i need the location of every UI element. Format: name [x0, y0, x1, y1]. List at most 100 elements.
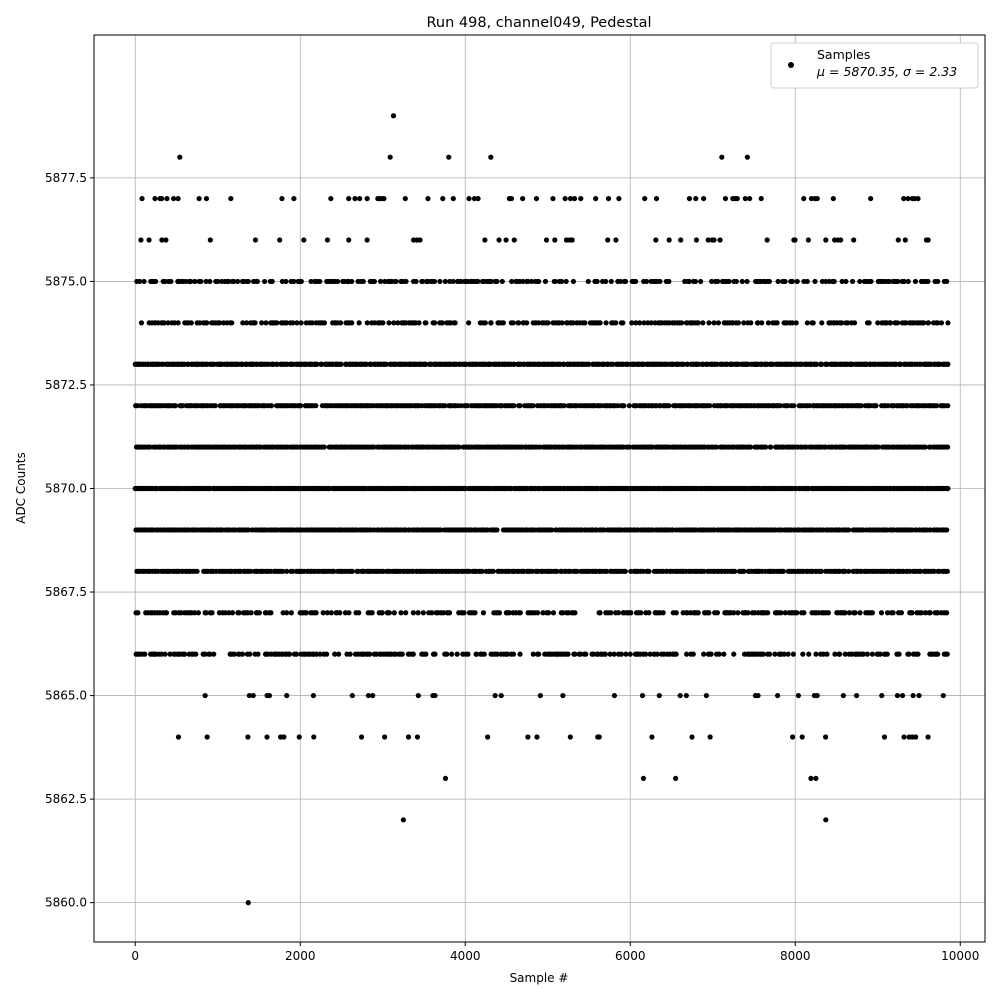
- sample-dot: [168, 278, 174, 285]
- sample-dot: [511, 403, 517, 409]
- sample-dot: [615, 610, 622, 616]
- sample-dot: [475, 195, 481, 202]
- sample-dot: [938, 320, 945, 326]
- sample-dot: [324, 651, 330, 657]
- sample-dot: [794, 278, 800, 285]
- sample-dot: [823, 278, 829, 285]
- sample-dot: [608, 610, 614, 616]
- sample-dot: [915, 195, 921, 202]
- sample-dot: [365, 692, 372, 699]
- sample-dot: [196, 195, 202, 202]
- sample-dot: [778, 610, 784, 616]
- sample-dot: [358, 734, 365, 740]
- sample-dot: [245, 734, 251, 740]
- legend: Samples μ = 5870.35, σ = 2.33: [770, 42, 979, 89]
- sample-dot: [393, 278, 399, 285]
- sample-dot: [245, 527, 251, 533]
- sample-dot: [686, 195, 693, 202]
- sample-dot: [747, 195, 753, 202]
- sample-dot: [245, 278, 251, 285]
- sample-dot: [684, 361, 691, 367]
- y-tick-label: 5860.0: [45, 896, 87, 910]
- sample-dot: [613, 237, 619, 243]
- sample-dot: [280, 568, 286, 574]
- sample-dot: [226, 278, 232, 285]
- sample-dot: [819, 320, 825, 326]
- sample-dot: [440, 195, 446, 202]
- sample-dot: [945, 320, 951, 326]
- sample-dot: [525, 734, 531, 740]
- sample-dot: [349, 320, 355, 326]
- data-point: [813, 775, 819, 782]
- sample-dot: [465, 651, 471, 657]
- sample-dot: [818, 568, 825, 574]
- sample-dot: [898, 610, 904, 616]
- sample-dot: [613, 320, 619, 326]
- sample-dot: [875, 320, 881, 326]
- sample-dot: [653, 237, 659, 243]
- sample-dot: [860, 651, 867, 657]
- sample-dot: [944, 444, 951, 450]
- sample-dot: [545, 320, 551, 326]
- sample-dot: [638, 610, 644, 616]
- sample-dot: [823, 734, 829, 740]
- sample-dot: [801, 195, 807, 202]
- sample-dot: [525, 278, 531, 285]
- sample-dot: [458, 403, 464, 409]
- sample-dot: [890, 610, 896, 616]
- sample-dot: [437, 278, 443, 285]
- sample-dot: [611, 692, 618, 699]
- sample-dot: [391, 610, 397, 616]
- sample-dot: [317, 651, 323, 657]
- sample-dot: [706, 320, 712, 326]
- y-tick-label: 5862.5: [45, 792, 87, 806]
- sample-dot: [466, 320, 472, 326]
- sample-dot: [313, 610, 319, 616]
- sample-dot: [857, 278, 863, 285]
- sample-dot: [484, 734, 491, 740]
- sample-dot: [381, 195, 387, 202]
- sample-dot: [403, 278, 409, 285]
- data-point: [823, 817, 829, 823]
- sample-dot: [567, 734, 573, 740]
- sample-dot: [627, 651, 633, 657]
- sample-dot: [910, 692, 916, 699]
- sample-dot: [461, 610, 467, 616]
- sample-dot: [846, 527, 852, 533]
- legend-marker: [788, 62, 794, 68]
- sample-dot: [785, 651, 791, 657]
- sample-dot: [207, 237, 213, 243]
- x-axis-label: Sample #: [510, 971, 569, 985]
- sample-dot: [410, 651, 416, 657]
- sample-dot: [849, 361, 855, 367]
- y-axis-label: ADC Counts: [14, 452, 28, 524]
- sample-dot: [909, 361, 915, 367]
- sample-dot: [264, 734, 270, 740]
- sample-dot: [215, 278, 221, 285]
- sample-dot: [231, 278, 237, 285]
- sample-dot: [364, 320, 370, 326]
- sample-dot: [165, 320, 171, 326]
- data-point: [387, 154, 393, 160]
- sample-dot: [475, 278, 481, 285]
- sample-dot: [875, 361, 881, 367]
- sample-dot: [843, 278, 849, 285]
- sample-dot: [705, 237, 711, 243]
- sample-dot: [558, 278, 565, 285]
- sample-dot: [259, 320, 265, 326]
- sample-dot: [772, 651, 778, 657]
- sample-dot: [328, 195, 334, 202]
- sample-dot: [896, 651, 902, 657]
- sample-dot: [511, 361, 517, 367]
- sample-dot: [857, 610, 863, 616]
- sample-dot: [444, 651, 450, 657]
- sample-dot: [801, 610, 807, 616]
- sample-dot: [298, 320, 304, 326]
- sample-dot: [545, 610, 552, 616]
- sample-dot: [465, 403, 471, 409]
- sample-dot: [517, 651, 523, 657]
- sample-dot: [621, 403, 627, 409]
- sample-dot: [328, 610, 334, 616]
- sample-dot: [597, 610, 603, 616]
- sample-dot: [403, 610, 409, 616]
